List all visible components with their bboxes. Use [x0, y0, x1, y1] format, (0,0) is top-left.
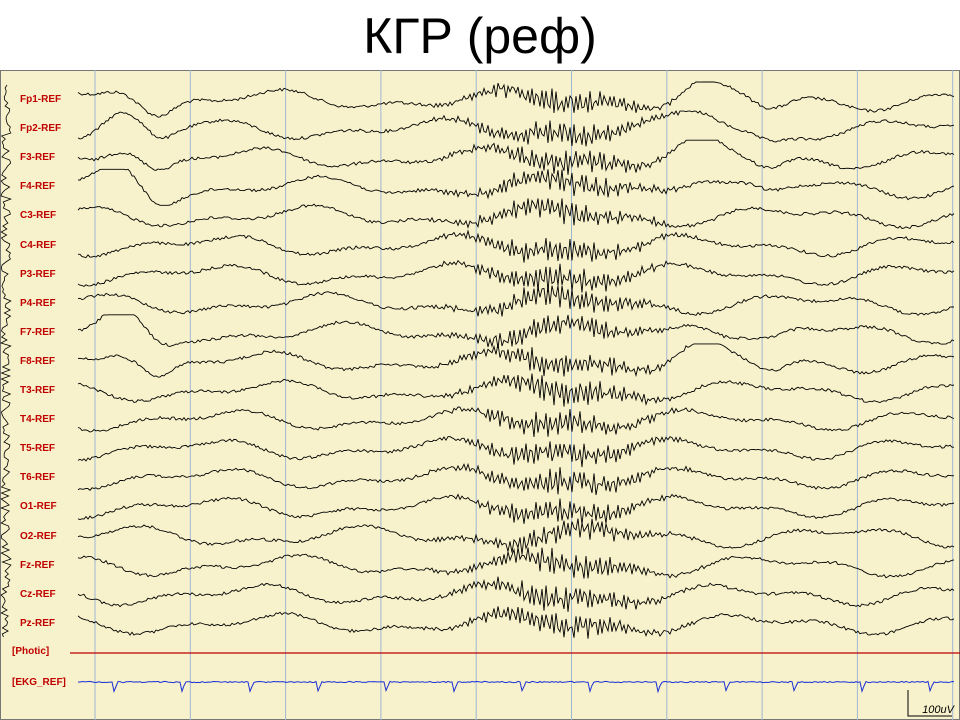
eeg-trace — [77, 606, 955, 639]
channel-label: P4-REF — [20, 297, 56, 309]
channel-label: Fp1-REF — [20, 94, 62, 105]
eeg-trace — [78, 229, 955, 263]
channel-label: Fp2-REF — [20, 123, 62, 135]
scale-bar — [907, 690, 952, 717]
eeg-trace — [77, 168, 955, 206]
edge-artifact — [0, 84, 13, 638]
channel-label: F7-REF — [20, 326, 55, 338]
slide-title: КГР (реф) — [363, 8, 597, 64]
eeg-trace — [77, 576, 955, 612]
eeg-trace — [77, 547, 955, 579]
channel-label: F3-REF — [20, 152, 55, 164]
eeg-trace — [77, 518, 955, 555]
channel-label: T6-REF — [20, 472, 55, 484]
ekg-trace — [77, 680, 955, 694]
channel-label: T3-REF — [20, 385, 55, 396]
eeg-trace — [77, 373, 955, 407]
channel-label: Pz-REF — [20, 617, 55, 629]
channel-label: C4-REF — [20, 239, 57, 251]
eeg-trace — [77, 285, 954, 317]
eeg-trace — [77, 259, 955, 293]
channel-label: T4-REF — [20, 414, 55, 426]
scale-label: 100uV — [922, 704, 954, 716]
channel-label: P3-REF — [20, 268, 56, 280]
channel-label: O2-REF — [20, 530, 57, 542]
eeg-trace — [77, 436, 954, 468]
panel-border — [0, 70, 960, 720]
eeg-trace — [77, 462, 955, 496]
eeg-trace — [77, 343, 955, 378]
eeg-trace — [77, 493, 955, 525]
channel-label: Fz-REF — [20, 559, 55, 571]
ekg-label: [EKG_REF] — [12, 677, 66, 688]
photic-label: [Photic] — [12, 646, 50, 657]
channel-label: Cz-REF — [20, 588, 56, 600]
eeg-trace — [77, 406, 955, 438]
eeg-trace — [77, 110, 955, 147]
channel-label: O1-REF — [20, 501, 57, 513]
channel-label: T5-REF — [20, 443, 55, 455]
channel-label: F8-REF — [20, 355, 55, 367]
eeg-trace — [77, 81, 955, 118]
channel-label: F4-REF — [20, 181, 55, 193]
channel-label: C3-REF — [20, 210, 57, 222]
eeg-trace — [77, 198, 955, 230]
eeg-traces — [0, 70, 960, 720]
eeg-trace — [77, 314, 955, 348]
eeg-trace — [77, 139, 955, 175]
eeg-recording-panel: Fp1-REF Fp2-REF F3-REF F4-REF C3-REF C4-REF P3… — [0, 70, 960, 720]
